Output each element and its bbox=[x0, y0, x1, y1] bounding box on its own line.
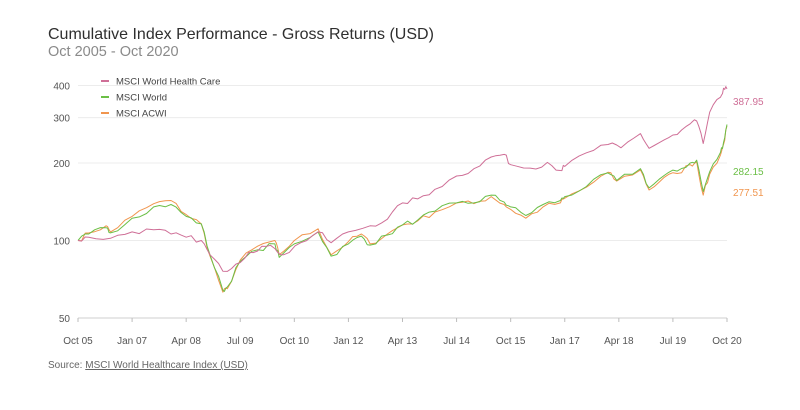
x-tick-label-11: Jul 19 bbox=[660, 336, 687, 347]
x-tick-label-1: Jan 07 bbox=[117, 336, 147, 347]
x-tick-label-8: Oct 15 bbox=[496, 336, 526, 347]
x-tick-label-2: Apr 08 bbox=[171, 336, 201, 347]
legend-label-0: MSCI World Health Care bbox=[116, 77, 220, 88]
end-label-2: 277.51 bbox=[733, 188, 764, 199]
legend-label-2: MSCI ACWI bbox=[116, 109, 167, 120]
end-label-0: 387.95 bbox=[733, 97, 764, 108]
x-tick-label-6: Apr 13 bbox=[388, 336, 418, 347]
grid bbox=[78, 84, 727, 319]
y-tick-label-200: 200 bbox=[53, 159, 70, 170]
y-tick-label-50: 50 bbox=[59, 314, 71, 325]
legend-label-1: MSCI World bbox=[116, 93, 167, 104]
chart-subtitle: Oct 2005 - Oct 2020 bbox=[48, 44, 179, 60]
x-tick-label-3: Jul 09 bbox=[227, 336, 254, 347]
series-line-0 bbox=[77, 86, 728, 272]
x-tick-label-5: Jan 12 bbox=[333, 336, 363, 347]
x-tick-label-0: Oct 05 bbox=[63, 336, 93, 347]
x-tick-label-12: Oct 20 bbox=[712, 336, 742, 347]
series-line-1 bbox=[77, 124, 728, 292]
y-tick-label-400: 400 bbox=[53, 81, 70, 92]
axes: 50 100 200 300 400 Oct 05 Jan 07 Apr 08 Jul 09 Oc… bbox=[53, 81, 742, 347]
end-labels: 387.95 282.15 277.51 bbox=[733, 97, 764, 199]
source-prefix: Source: bbox=[48, 360, 86, 371]
source-note: Source: MSCI World Healthcare Index (USD… bbox=[48, 360, 248, 371]
source-link[interactable]: MSCI World Healthcare Index (USD) bbox=[85, 360, 248, 371]
y-tick-label-100: 100 bbox=[53, 236, 70, 247]
x-tick-label-4: Oct 10 bbox=[280, 336, 310, 347]
series-line-2 bbox=[77, 125, 728, 293]
end-label-1: 282.15 bbox=[733, 167, 764, 178]
x-tick-label-9: Jan 17 bbox=[550, 336, 580, 347]
chart-title: Cumulative Index Performance - Gross Ret… bbox=[48, 26, 434, 43]
y-tick-label-300: 300 bbox=[53, 114, 70, 125]
series-lines bbox=[77, 86, 728, 293]
x-tick-label-10: Apr 18 bbox=[604, 336, 634, 347]
legend: MSCI World Health Care MSCI World MSCI ACW… bbox=[101, 77, 220, 120]
x-tick-label-7: Jul 14 bbox=[443, 336, 470, 347]
